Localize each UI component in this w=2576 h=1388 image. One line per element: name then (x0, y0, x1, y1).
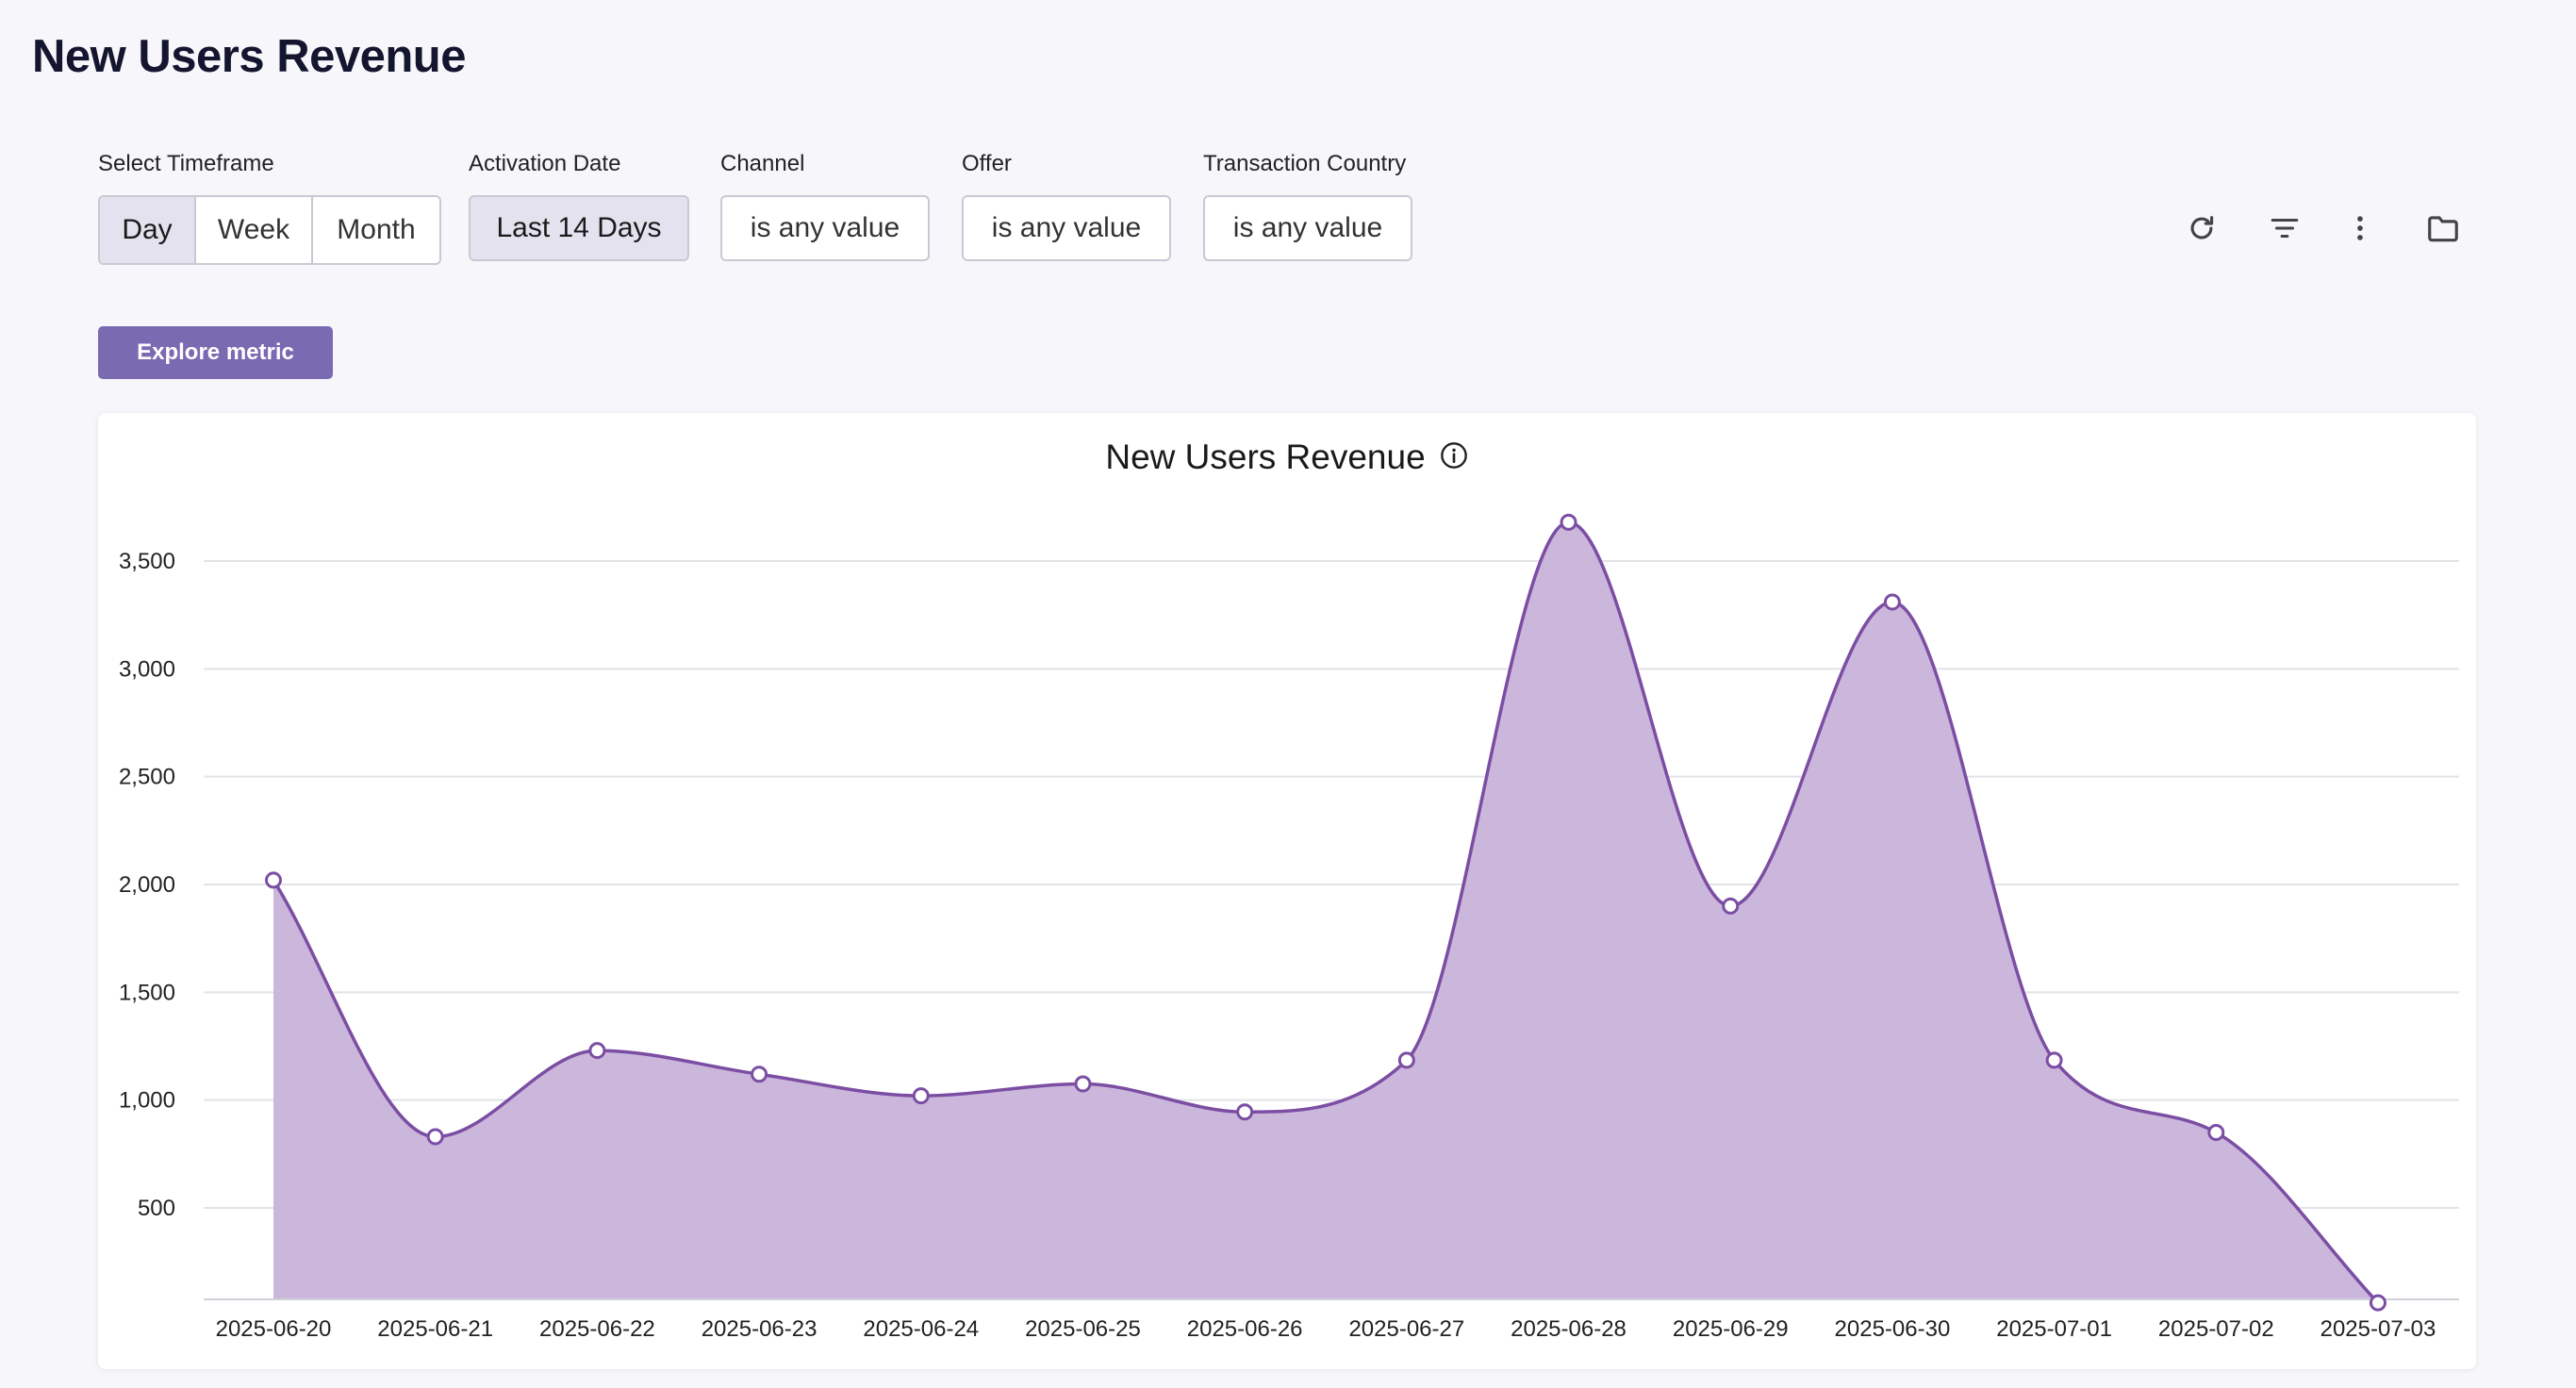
area-chart: 500 1,000 1,500 2,000 2,500 3,000 3,500 2025-06… (119, 513, 2459, 1342)
more-vertical-icon[interactable] (2339, 207, 2381, 249)
x-tick-label: 2025-07-02 (2158, 1316, 2274, 1342)
data-point (751, 1066, 768, 1083)
timeframe-segmented-control: Day Week Month (98, 195, 441, 265)
y-tick-label: 2,500 (119, 765, 175, 790)
y-tick-label: 500 (138, 1196, 175, 1221)
chart-card: New Users Revenue 500 1,000 1,500 2,000 2,50… (98, 413, 2476, 1369)
channel-label: Channel (720, 151, 805, 176)
page-title: New Users Revenue (32, 31, 466, 82)
transaction-country-filter: Transaction Country is any value (1203, 151, 1412, 261)
offer-label: Offer (962, 151, 1012, 176)
x-tick-label: 2025-06-30 (1835, 1316, 1951, 1342)
data-point (426, 1128, 444, 1146)
data-point (1883, 593, 1901, 611)
data-point (912, 1087, 930, 1105)
area-fill (273, 521, 2378, 1303)
x-tick-label: 2025-06-21 (377, 1316, 493, 1342)
timeframe-day-button[interactable]: Day (100, 197, 196, 263)
data-point (1560, 513, 1577, 531)
y-tick-label: 3,500 (119, 549, 175, 574)
folder-icon[interactable] (2422, 207, 2464, 249)
data-point (1074, 1075, 1092, 1093)
x-tick-label: 2025-06-24 (863, 1316, 979, 1342)
x-tick-label: 2025-06-27 (1348, 1316, 1464, 1342)
data-point (588, 1042, 606, 1060)
filter-icon[interactable] (2264, 207, 2305, 249)
chart-title: New Users Revenue (1105, 438, 1426, 476)
data-point (2370, 1294, 2386, 1312)
x-tick-label: 2025-07-01 (1996, 1316, 2112, 1342)
chart-title-row: New Users Revenue (98, 438, 2476, 479)
series-line (272, 520, 2380, 1304)
x-tick-label: 2025-06-23 (702, 1316, 817, 1342)
x-tick-label: 2025-06-20 (216, 1316, 332, 1342)
x-tick-label: 2025-06-26 (1187, 1316, 1303, 1342)
y-tick-label: 2,000 (119, 872, 175, 898)
channel-dropdown[interactable]: is any value (720, 195, 930, 261)
transaction-country-dropdown[interactable]: is any value (1203, 195, 1412, 261)
activation-date-label: Activation Date (469, 151, 621, 176)
data-point (1397, 1051, 1415, 1069)
x-tick-label: 2025-06-25 (1025, 1316, 1141, 1342)
data-point (1722, 897, 1740, 915)
x-tick-label: 2025-06-28 (1511, 1316, 1627, 1342)
timeframe-label: Select Timeframe (98, 151, 274, 176)
y-tick-label: 1,000 (119, 1088, 175, 1114)
timeframe-filter: Select Timeframe Day Week Month (98, 151, 441, 265)
data-point (1236, 1103, 1254, 1121)
timeframe-month-button[interactable]: Month (337, 214, 416, 245)
timeframe-week-button[interactable]: Week (196, 197, 313, 263)
explore-metric-button[interactable]: Explore metric (98, 326, 333, 379)
data-point (265, 871, 282, 889)
transaction-country-label: Transaction Country (1203, 151, 1407, 176)
data-point (2207, 1123, 2225, 1141)
data-point (2045, 1051, 2063, 1069)
info-icon[interactable] (1439, 439, 1469, 479)
x-tick-label: 2025-06-22 (539, 1316, 655, 1342)
y-tick-label: 1,500 (119, 980, 175, 1005)
activation-date-dropdown[interactable]: Last 14 Days (469, 195, 689, 261)
offer-filter: Offer is any value (962, 151, 1171, 261)
activation-date-filter: Activation Date Last 14 Days (469, 151, 689, 261)
refresh-icon[interactable] (2181, 207, 2222, 249)
y-tick-label: 3,000 (119, 656, 175, 682)
offer-dropdown[interactable]: is any value (962, 195, 1171, 261)
channel-filter: Channel is any value (720, 151, 930, 261)
x-tick-label: 2025-06-29 (1673, 1316, 1789, 1342)
x-tick-label: 2025-07-03 (2320, 1316, 2436, 1342)
